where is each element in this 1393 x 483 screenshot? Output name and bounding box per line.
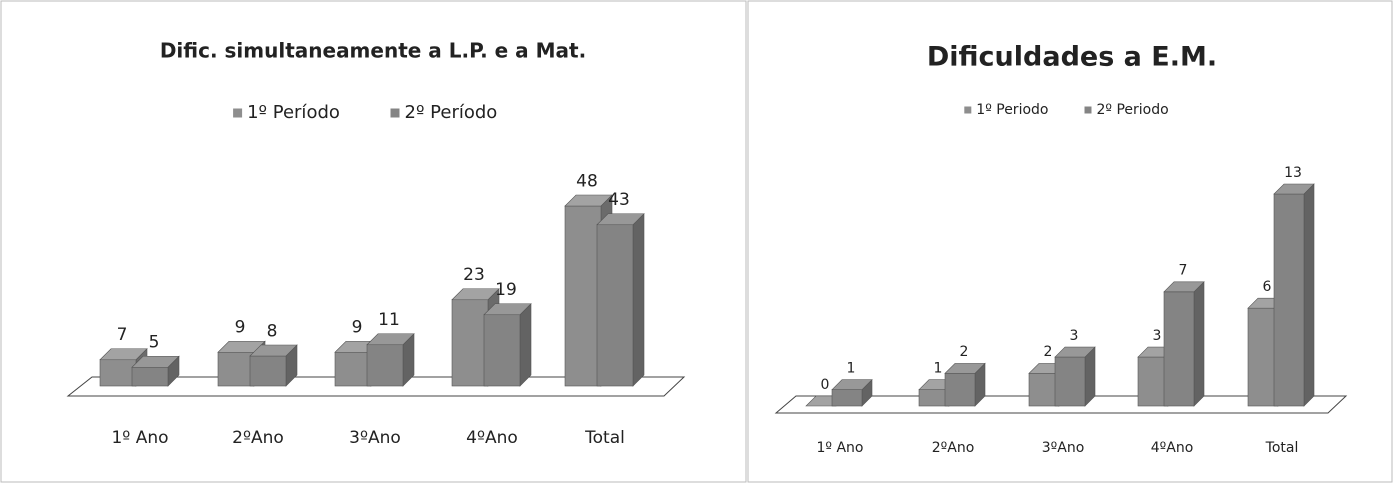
x-tick-label: 3ºAno	[1042, 440, 1085, 456]
x-tick-label: 2ºAno	[232, 428, 284, 448]
bar-top	[366, 333, 415, 346]
bar-group	[944, 362, 986, 407]
value-label: 9	[352, 318, 363, 338]
bar	[564, 205, 602, 387]
legend-swatch	[1084, 106, 1092, 114]
bar-top	[1273, 183, 1315, 195]
bar-top	[596, 213, 645, 226]
bar	[249, 355, 287, 387]
legend-swatch	[964, 106, 972, 114]
x-tick-label: 2ºAno	[932, 440, 975, 456]
value-label: 5	[149, 333, 160, 353]
bar	[1163, 291, 1195, 407]
bar-side	[632, 213, 645, 387]
bar	[1247, 307, 1279, 407]
bar-top	[131, 355, 180, 368]
bar	[131, 366, 169, 387]
chart-title: Dific. simultaneamente a L.P. e a Mat.	[160, 39, 586, 63]
bar	[99, 359, 137, 387]
x-tick-label: 4ºAno	[466, 428, 518, 448]
x-tick-label: 4ºAno	[1151, 440, 1194, 456]
bar-top	[249, 344, 298, 357]
bar	[1054, 356, 1086, 407]
x-tick-label: Total	[1265, 440, 1299, 456]
value-label: 3	[1153, 328, 1162, 344]
value-label: 48	[576, 171, 598, 191]
value-label: 7	[1179, 263, 1188, 279]
x-tick-label: 1º Ano	[111, 428, 168, 448]
bar	[1028, 373, 1060, 407]
bar	[334, 351, 372, 387]
x-tick-label: Total	[584, 428, 625, 448]
bar-top	[564, 194, 613, 207]
bar-group	[249, 344, 298, 387]
chart-title: Dificuldades a E.M.	[927, 42, 1217, 73]
bar	[1137, 356, 1169, 407]
x-tick-label: 1º Ano	[817, 440, 864, 456]
bar	[596, 224, 634, 387]
bar	[483, 314, 521, 387]
value-label: 1	[934, 360, 943, 376]
bar-top	[1163, 281, 1205, 293]
value-label: 3	[1070, 328, 1079, 344]
bar-side	[1303, 183, 1315, 407]
bar-group	[131, 355, 180, 387]
bar-group	[1273, 183, 1315, 407]
bar-top	[1054, 346, 1096, 358]
value-label: 9	[235, 318, 246, 338]
bar-top	[217, 340, 266, 353]
legend-label: 1º Periodo	[976, 102, 1048, 118]
legend-swatch	[233, 108, 243, 118]
bar-top	[944, 363, 986, 374]
bar-group	[483, 303, 532, 387]
bar-group	[366, 333, 415, 387]
value-label: 2	[960, 344, 969, 360]
bar	[944, 373, 976, 407]
bar-group	[1054, 346, 1096, 407]
bar-top	[831, 379, 873, 390]
value-label: 1	[847, 360, 856, 376]
value-label: 7	[117, 325, 128, 345]
value-label: 6	[1263, 279, 1272, 295]
x-tick-label: 3ºAno	[349, 428, 401, 448]
value-label: 19	[495, 280, 517, 300]
value-label: 2	[1044, 344, 1053, 360]
bar	[366, 344, 404, 387]
value-label: 43	[608, 190, 630, 210]
bar-group	[831, 378, 873, 407]
bar-group	[596, 213, 645, 387]
bar	[831, 389, 863, 407]
value-label: 13	[1284, 165, 1302, 181]
value-label: 11	[378, 310, 400, 330]
legend-label: 2º Periodo	[1097, 102, 1169, 118]
legend-swatch	[390, 108, 400, 118]
bar	[451, 299, 489, 387]
value-label: 23	[463, 265, 485, 285]
bar	[217, 351, 255, 387]
bar-top	[483, 303, 532, 316]
bar	[918, 389, 950, 407]
bar	[1273, 193, 1305, 407]
value-label: 8	[267, 321, 278, 341]
legend-label: 2º Período	[405, 102, 498, 123]
bar-side	[1193, 281, 1205, 407]
bar-top	[99, 348, 148, 361]
value-label: 0	[821, 377, 830, 393]
legend-label: 1º Período	[247, 102, 340, 123]
bar-group	[1163, 281, 1205, 407]
bar-top	[451, 288, 500, 301]
bar-side	[519, 303, 532, 387]
